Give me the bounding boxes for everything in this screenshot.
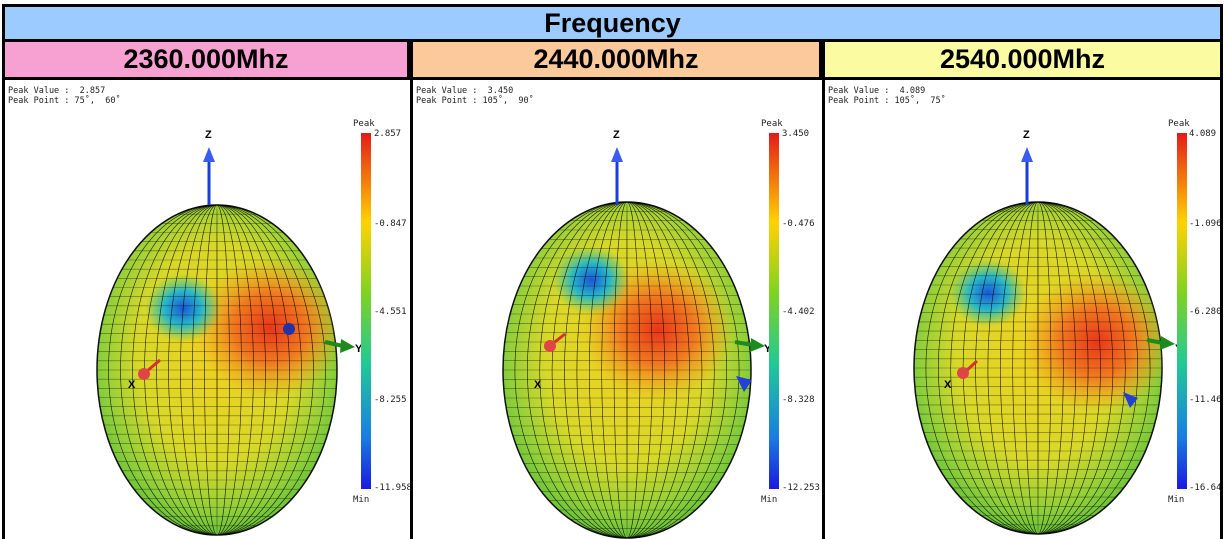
pattern-panel-2360: Peak Value : 2.857 Peak Point : 75˚, 60˚… (2, 80, 410, 539)
peak-info: Peak Value : 2.857 Peak Point : 75˚, 60˚ (8, 86, 121, 106)
peak-value-text: Peak Value : 4.089 (828, 86, 926, 96)
y-axis-arrow (734, 340, 754, 347)
frequency-header-2540: 2540.000Mhz (822, 42, 1223, 80)
colorbar (1177, 133, 1187, 489)
y-axis-arrowhead (340, 339, 355, 353)
peak-point-text: Peak Point : 105˚, 75˚ (828, 96, 946, 106)
colorbar-tick: -0.847 (374, 219, 407, 229)
colorbar-min-label: Min (353, 495, 369, 505)
z-axis-arrowhead (1021, 147, 1033, 162)
peak-region (195, 258, 337, 398)
coordinate-axes: Z Y X (944, 129, 1183, 408)
pattern-panel-2540: Peak Value : 4.089 Peak Point : 105˚, 75… (822, 80, 1223, 539)
coordinate-axes: Z Y X (128, 129, 363, 391)
peak-value-text: Peak Value : 3.450 (416, 86, 514, 96)
frequency-header-2360: 2360.000Mhz (2, 42, 410, 80)
y-axis-arrow (1146, 338, 1164, 345)
colorbar-tick: -12.253 (782, 483, 820, 493)
pattern-plot: Z Y X Peak Min 2.857 -0.847 -4.551 -8.25… (96, 119, 410, 536)
y-axis-arrowhead (750, 338, 765, 352)
y-axis-arrow (324, 340, 344, 348)
colorbar-tick: -4.402 (782, 307, 815, 317)
y-axis-label: Y (355, 343, 363, 355)
x-axis-arrowhead (138, 368, 150, 380)
colorbar-peak-label: Peak (1168, 119, 1190, 129)
frequency-header-2440: 2440.000Mhz (410, 42, 822, 80)
radiation-pattern-3d (502, 201, 752, 539)
coordinate-axes: Z Y X (534, 129, 772, 392)
colorbar-peak-label: Peak (761, 119, 783, 129)
colorbar-tick: -8.328 (782, 395, 815, 405)
peak-marker (736, 376, 752, 392)
peak-marker (1123, 392, 1138, 408)
table-title: Frequency (2, 4, 1223, 42)
colorbar-min-label: Min (761, 495, 777, 505)
pattern-plot: Z Y X Peak Min 4.089 -1.096 -6.280 -11.4… (913, 119, 1220, 535)
color-scale: Peak Min 3.450 -0.476 -4.402 -8.328 -12.… (761, 119, 820, 505)
null-region (553, 246, 629, 314)
x-axis-label: X (128, 379, 136, 391)
x-axis-label: X (534, 379, 542, 391)
z-axis-label: Z (1023, 129, 1030, 141)
z-axis-label: Z (205, 129, 212, 141)
colorbar-tick: -1.096 (1189, 219, 1220, 229)
colorbar (361, 133, 371, 489)
pattern-plot: Z Y X Peak Min 3.450 -0.476 -4.402 -8.32… (502, 119, 820, 539)
colorbar (769, 133, 779, 489)
null-region (950, 259, 1026, 327)
color-scale: Peak Min 4.089 -1.096 -6.280 -11.464 -16… (1168, 119, 1220, 505)
radiation-pattern-3d (96, 204, 338, 536)
colorbar-tick: -4.551 (374, 307, 407, 317)
z-axis-label: Z (613, 129, 620, 141)
colorbar-tick: 2.857 (374, 129, 401, 139)
peak-value-text: Peak Value : 2.857 (8, 86, 106, 96)
x-axis-arrowhead (957, 367, 969, 379)
z-axis-arrowhead (203, 147, 215, 162)
x-axis-label: X (944, 379, 952, 391)
color-scale: Peak Min 2.857 -0.847 -4.551 -8.255 -11.… (353, 119, 410, 505)
colorbar-tick: 4.089 (1189, 129, 1216, 139)
colorbar-tick: -0.476 (782, 219, 815, 229)
colorbar-tick: 3.450 (782, 129, 809, 139)
colorbar-tick: -16.649 (1189, 483, 1220, 493)
peak-info: Peak Value : 4.089 Peak Point : 105˚, 75… (828, 86, 946, 106)
peak-point-text: Peak Point : 75˚, 60˚ (8, 96, 121, 106)
colorbar-tick: -8.255 (374, 395, 407, 405)
peak-point-text: Peak Point : 105˚, 90˚ (416, 96, 534, 106)
pattern-panel-2440: Peak Value : 3.450 Peak Point : 105˚, 90… (410, 80, 822, 539)
y-axis-label: Y (764, 343, 772, 355)
colorbar-min-label: Min (1168, 495, 1184, 505)
colorbar-peak-label: Peak (353, 119, 375, 129)
radiation-pattern-3d (913, 201, 1163, 535)
peak-marker (283, 323, 295, 335)
x-axis-arrowhead (544, 340, 556, 352)
z-axis-arrowhead (611, 147, 623, 162)
y-axis-arrowhead (1160, 336, 1175, 350)
peak-info: Peak Value : 3.450 Peak Point : 105˚, 90… (416, 86, 534, 106)
colorbar-tick: -11.464 (1189, 395, 1220, 405)
colorbar-tick: -6.280 (1189, 307, 1220, 317)
colorbar-tick: -11.958 (374, 483, 410, 493)
